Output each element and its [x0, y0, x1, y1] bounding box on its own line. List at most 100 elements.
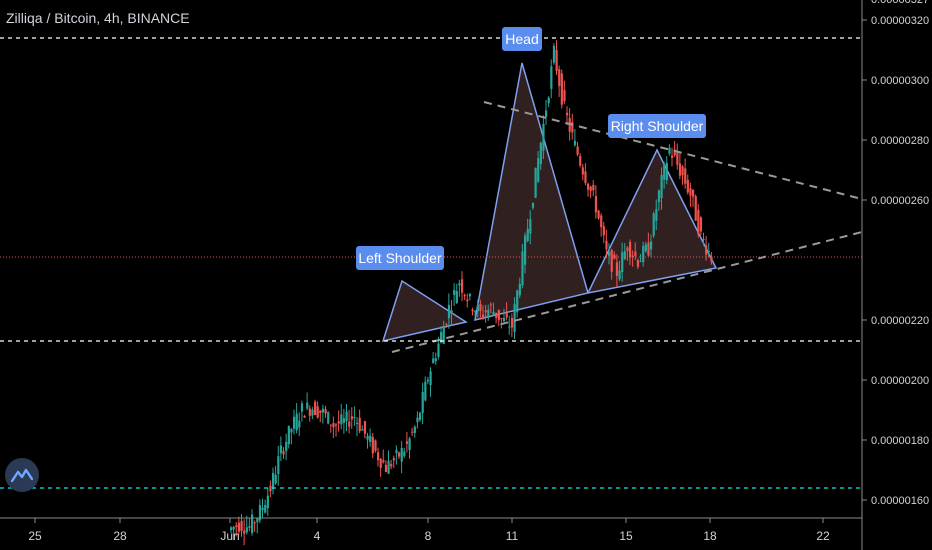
- candle-body: [419, 412, 422, 421]
- candle-body: [463, 295, 466, 297]
- candle-body: [589, 186, 592, 191]
- candle-body: [660, 175, 663, 199]
- candle-body: [369, 435, 372, 443]
- candle-body: [416, 417, 419, 423]
- candle-body: [403, 451, 406, 457]
- candle-body: [699, 217, 703, 232]
- candle-body: [303, 415, 306, 418]
- candle-body: [447, 304, 451, 319]
- price-axis[interactable]: 0.00000327 0.00000320 0.00000300 0.00000280…: [861, 0, 932, 550]
- candle-body: [440, 332, 443, 343]
- candle-body: [272, 472, 275, 490]
- candle-body: [542, 123, 545, 151]
- candle-body: [434, 358, 437, 362]
- pattern-label-box: [608, 114, 706, 138]
- candle-body: [697, 209, 700, 235]
- left-shoulder-triangle: [381, 279, 468, 343]
- candle-body: [387, 460, 390, 474]
- candle-body: [471, 309, 474, 312]
- candle-body: [526, 228, 529, 242]
- candle-body: [335, 424, 338, 426]
- candle-body: [230, 527, 233, 531]
- candle-body: [277, 456, 280, 475]
- candle-body: [529, 219, 532, 234]
- candle-body: [602, 226, 605, 236]
- time-axis[interactable]: 25 28 Jun 4 8 11 15 18 22: [0, 517, 862, 543]
- candle-body: [405, 441, 409, 444]
- candle-body: [584, 171, 587, 184]
- candle-body: [295, 413, 298, 431]
- y-tick-label: 0.00000300: [871, 75, 929, 87]
- neckline: [391, 231, 863, 353]
- candle-body: [631, 255, 634, 257]
- candle-body: [306, 402, 309, 409]
- candle-body: [547, 97, 550, 104]
- candle-body: [358, 417, 361, 432]
- candle-body: [482, 314, 485, 317]
- candle-body: [634, 251, 637, 256]
- candle-body: [468, 294, 472, 297]
- candle-body: [663, 163, 666, 180]
- x-tick-label: 25: [28, 529, 42, 543]
- y-tick-label: 0.00000200: [871, 375, 929, 387]
- candle-body: [476, 305, 479, 312]
- candle-body: [573, 140, 577, 146]
- candle-body: [437, 343, 440, 357]
- candle-body: [500, 318, 503, 320]
- candle-body: [531, 202, 535, 208]
- candle-body: [324, 409, 327, 414]
- candle-body: [705, 245, 708, 255]
- x-tick-label: 11: [506, 529, 519, 543]
- candle-body: [671, 155, 674, 158]
- candle-body: [348, 421, 351, 427]
- candle-body: [503, 317, 506, 322]
- candle-body: [269, 485, 272, 492]
- candle-body: [639, 261, 642, 263]
- candle-body: [290, 429, 293, 433]
- candle-body: [505, 313, 508, 318]
- candle-body: [702, 239, 705, 241]
- candle-body: [379, 458, 382, 469]
- candle-body: [587, 183, 590, 190]
- candle-body: [673, 149, 676, 156]
- candle-body: [513, 304, 516, 332]
- x-tick-label: Jun: [220, 529, 239, 543]
- candle-body: [655, 209, 658, 221]
- candle-body: [319, 410, 322, 414]
- candle-body: [327, 412, 330, 424]
- candle-body: [316, 406, 319, 418]
- pattern-label-box: [356, 246, 444, 270]
- candle-body: [681, 166, 684, 176]
- candle-body: [534, 167, 537, 198]
- candle-body: [623, 251, 626, 260]
- candle-body: [521, 251, 524, 286]
- candle-body: [524, 235, 527, 265]
- candle-body: [516, 290, 519, 313]
- candle-body: [421, 391, 424, 413]
- candle-body: [253, 522, 256, 524]
- candle-body: [707, 250, 710, 252]
- candle-body: [248, 526, 251, 528]
- candle-body: [408, 438, 411, 451]
- candle-body: [558, 69, 561, 87]
- candles: [230, 40, 713, 546]
- candle-body: [518, 283, 521, 296]
- candle-body: [356, 422, 359, 425]
- pattern-label: Left Shoulder: [358, 250, 442, 266]
- candle-body: [466, 299, 469, 302]
- candle-body: [668, 147, 671, 154]
- pattern-labels: Head Left Shoulder Right Shoulder: [356, 27, 706, 270]
- candle-body: [337, 421, 340, 424]
- candle-body: [497, 309, 500, 321]
- candle-body: [458, 283, 461, 286]
- x-tick-label: 22: [816, 529, 830, 543]
- candle-body: [579, 156, 582, 166]
- candle-body: [550, 66, 553, 89]
- candle-body: [678, 163, 682, 176]
- x-tick-label: 18: [703, 529, 717, 543]
- candle-body: [642, 245, 645, 262]
- y-tick-label: 0.00000220: [871, 315, 929, 327]
- candle-body: [508, 326, 511, 328]
- candle-body: [566, 112, 569, 116]
